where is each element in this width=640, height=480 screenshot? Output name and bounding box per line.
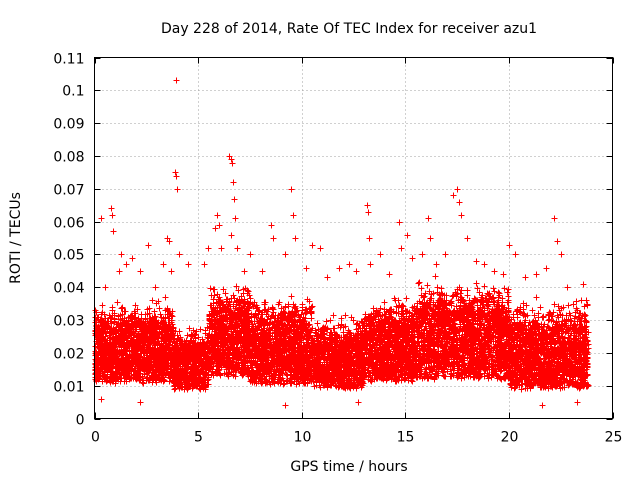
data-point [118, 305, 125, 312]
y-tick-label: 0.1 [62, 84, 84, 100]
y-tick-label: 0.03 [53, 314, 84, 330]
axis-ticks: 0 0.01 0.02 0.03 0.04 0.05 0.06 0.07 0.08 0.09 0.1… [53, 52, 622, 446]
data-point [184, 332, 191, 339]
data-point [122, 308, 129, 315]
data-point [299, 301, 306, 308]
data-point [156, 305, 163, 312]
data-points [92, 77, 592, 409]
y-tick-label: 0.02 [53, 347, 84, 363]
data-point [149, 297, 156, 304]
x-tick-label: 15 [397, 430, 415, 446]
data-point [138, 311, 145, 318]
y-tick-label: 0.08 [53, 150, 84, 166]
y-tick-label: 0.07 [53, 183, 84, 199]
x-tick-label: 20 [501, 430, 519, 446]
x-tick-label: 25 [605, 430, 623, 446]
x-tick-label: 10 [294, 430, 312, 446]
data-point [342, 312, 349, 319]
y-tick-label: 0 [76, 413, 85, 429]
chart-title: Day 228 of 2014, Rate Of TEC Index for r… [161, 21, 537, 37]
data-point [114, 299, 121, 306]
y-axis-label: ROTI / TECUs [8, 192, 24, 284]
x-axis-label: GPS time / hours [290, 459, 407, 475]
data-point [207, 285, 214, 292]
data-point [323, 318, 330, 325]
y-tick-label: 0.01 [53, 380, 84, 396]
y-tick-label: 0.06 [53, 216, 84, 232]
x-tick-label: 5 [194, 430, 203, 446]
y-tick-label: 0.05 [53, 248, 84, 264]
data-point [269, 305, 276, 312]
y-tick-label: 0.11 [53, 52, 84, 68]
y-tick-label: 0.09 [53, 117, 84, 133]
data-point [162, 294, 169, 301]
data-point [288, 293, 295, 300]
x-tick-label: 0 [91, 430, 100, 446]
y-tick-label: 0.04 [53, 281, 84, 297]
data-point [308, 315, 315, 322]
data-point [99, 302, 106, 309]
